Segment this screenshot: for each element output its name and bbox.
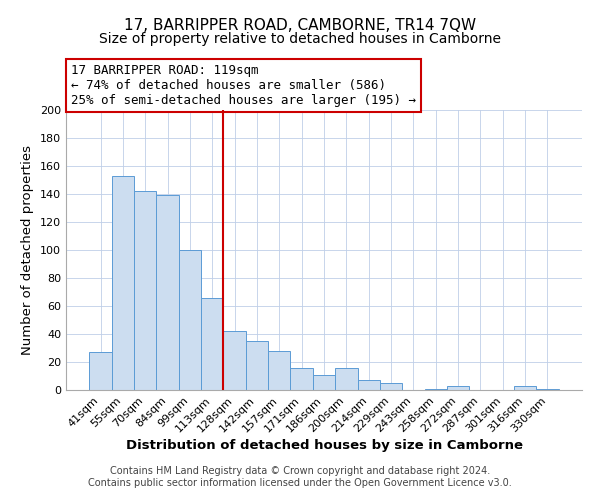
Bar bbox=[157, 196, 179, 390]
Bar bbox=[89, 352, 112, 390]
Text: 17 BARRIPPER ROAD: 119sqm
← 74% of detached houses are smaller (586)
25% of semi: 17 BARRIPPER ROAD: 119sqm ← 74% of detac… bbox=[71, 64, 416, 107]
Bar bbox=[134, 191, 157, 390]
Y-axis label: Number of detached properties: Number of detached properties bbox=[22, 145, 34, 355]
Text: Contains HM Land Registry data © Crown copyright and database right 2024.
Contai: Contains HM Land Registry data © Crown c… bbox=[88, 466, 512, 487]
Bar bbox=[179, 250, 201, 390]
Bar bbox=[447, 386, 469, 390]
Bar bbox=[201, 298, 223, 390]
Bar bbox=[380, 383, 402, 390]
Bar bbox=[536, 388, 559, 390]
Bar bbox=[425, 388, 447, 390]
Bar bbox=[246, 341, 268, 390]
Text: 17, BARRIPPER ROAD, CAMBORNE, TR14 7QW: 17, BARRIPPER ROAD, CAMBORNE, TR14 7QW bbox=[124, 18, 476, 32]
Bar bbox=[358, 380, 380, 390]
Bar bbox=[223, 331, 246, 390]
Bar bbox=[112, 176, 134, 390]
Bar bbox=[313, 374, 335, 390]
Bar bbox=[290, 368, 313, 390]
Text: Size of property relative to detached houses in Camborne: Size of property relative to detached ho… bbox=[99, 32, 501, 46]
Bar bbox=[335, 368, 358, 390]
Bar bbox=[514, 386, 536, 390]
Bar bbox=[268, 351, 290, 390]
X-axis label: Distribution of detached houses by size in Camborne: Distribution of detached houses by size … bbox=[125, 440, 523, 452]
